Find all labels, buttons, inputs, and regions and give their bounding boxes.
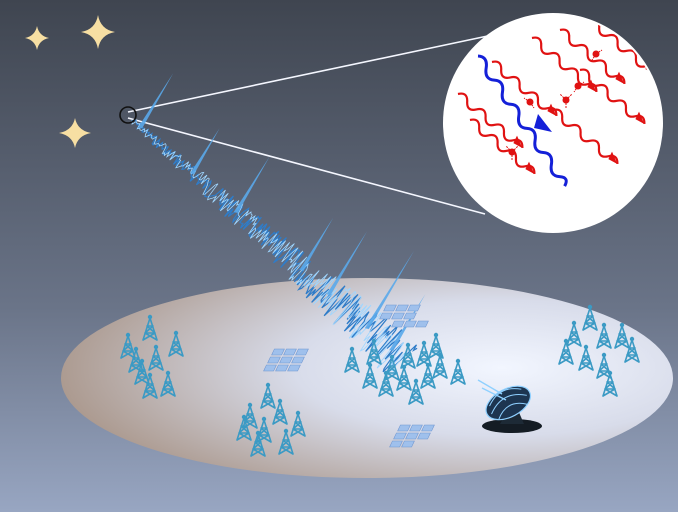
radio-pulse-spike xyxy=(326,231,368,296)
radio-pulse-spike xyxy=(233,156,270,213)
star-icon xyxy=(25,26,49,50)
radio-pulse-spike xyxy=(299,217,334,271)
primary-wave xyxy=(477,54,568,187)
interaction-vertex xyxy=(505,49,603,160)
shower-trace xyxy=(131,119,418,375)
shower-trace xyxy=(131,120,408,375)
radio-pulse-spike xyxy=(138,73,174,129)
air-shower-signal xyxy=(131,73,426,375)
radio-pulse-spike xyxy=(364,250,415,330)
zoom-detail-inset xyxy=(443,13,663,233)
interaction-point-circle xyxy=(119,106,137,124)
primary-wave-arrow xyxy=(534,114,552,132)
star-icon xyxy=(81,15,115,49)
radio-dish-icon xyxy=(477,379,542,433)
radio-pulse-spike xyxy=(190,128,220,175)
zoom-line-bottom xyxy=(127,117,486,215)
zoom-line-top xyxy=(127,33,498,113)
star-icon xyxy=(59,118,91,148)
